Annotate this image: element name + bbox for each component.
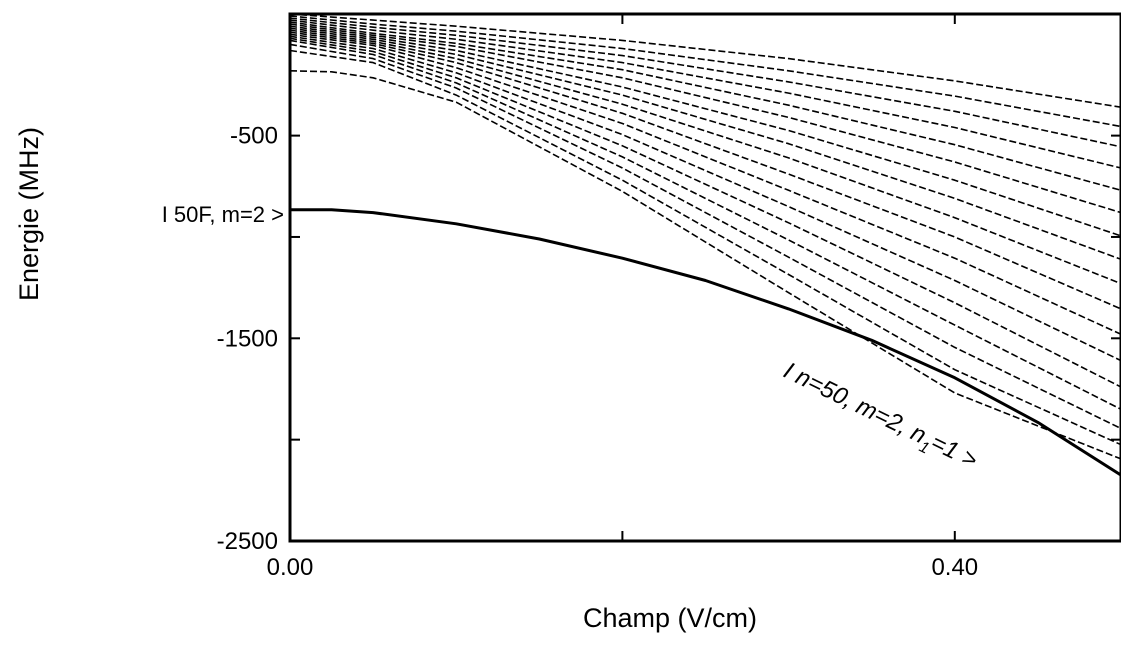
- series-line-3: [289, 49, 1121, 446]
- series-line-1: [290, 208, 1121, 477]
- series-line-17: [289, 15, 1121, 128]
- series-line-9: [289, 31, 1121, 310]
- series-line-16: [289, 17, 1121, 148]
- series-line-8: [289, 33, 1121, 336]
- y-axis-title: Energie (MHz): [14, 127, 44, 301]
- y-tick-label-3: -1500: [217, 325, 278, 352]
- y-tick-label-5: -500: [230, 123, 278, 150]
- series-line-15: [289, 19, 1121, 169]
- x-tick-label-1: 0.00: [267, 554, 314, 581]
- plot-frame: [288, 12, 1121, 543]
- annotation-stark-prefix: I n=50, m=2, n: [779, 357, 930, 449]
- series-line-5: [289, 39, 1121, 411]
- x-axis-title: Champ (V/cm): [583, 603, 757, 633]
- series-line-11: [289, 27, 1121, 261]
- series-layer: [289, 13, 1121, 477]
- series-line-2: [289, 70, 1121, 460]
- series-line-14: [289, 21, 1121, 192]
- series-line-6: [289, 37, 1121, 388]
- series-line-12: [289, 25, 1121, 237]
- series-line-10: [289, 29, 1121, 285]
- annotation-50f-state: I 50F, m=2 >: [162, 202, 284, 227]
- series-line-7: [289, 35, 1121, 362]
- series-line-13: [289, 23, 1121, 214]
- tick-layer: -2500 -1500 -500 0.00 0.40: [217, 14, 1121, 581]
- x-tick-label-3: 0.40: [931, 554, 978, 581]
- series-line-4: [289, 43, 1121, 430]
- annotation-stark-suffix: =1 >: [926, 429, 981, 474]
- series-line-18: [289, 13, 1121, 108]
- y-tick-label-1: -2500: [217, 528, 278, 555]
